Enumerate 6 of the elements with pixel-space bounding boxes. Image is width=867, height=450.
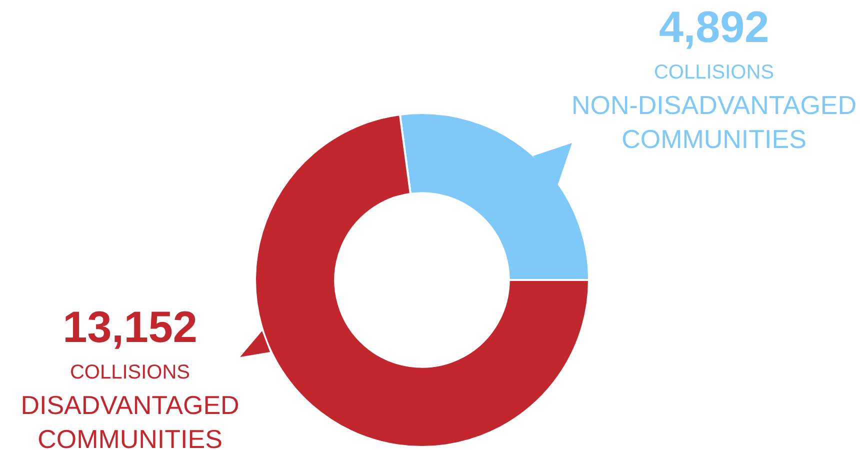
slice-label: DISADVANTAGED COMMUNITIES xyxy=(20,390,240,450)
data-label: 13,152 xyxy=(62,303,198,352)
text: COLLISIONS xyxy=(70,362,190,384)
slice-label: NON-DISADVANTAGED COMMUNITIES xyxy=(571,90,857,154)
data-label: 4,892 xyxy=(658,3,770,52)
text: COLLISIONS xyxy=(654,62,774,84)
